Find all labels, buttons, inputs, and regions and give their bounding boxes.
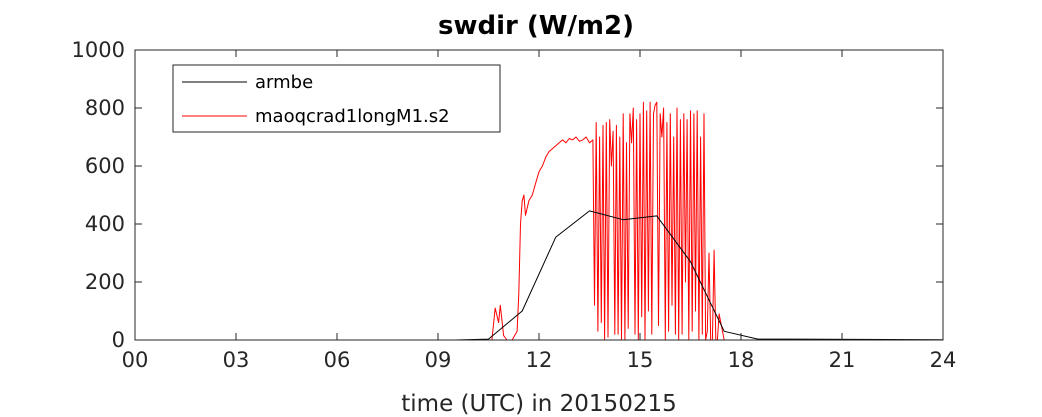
y-tick-label: 400 <box>85 212 125 236</box>
x-tick-label: 18 <box>728 348 755 372</box>
x-tick-label: 06 <box>324 348 351 372</box>
y-tick-label: 600 <box>85 154 125 178</box>
x-axis-ticks: 00 03 06 09 12 15 18 21 24 <box>122 50 957 372</box>
x-tick-label: 03 <box>223 348 250 372</box>
y-tick-label: 0 <box>112 328 125 352</box>
series-line-armbe <box>135 210 944 341</box>
y-tick-label: 800 <box>85 96 125 120</box>
x-tick-label: 00 <box>122 348 149 372</box>
y-tick-label: 200 <box>85 270 125 294</box>
legend: armbe maoqcrad1longM1.s2 <box>172 64 501 133</box>
y-tick-label: 1000 <box>72 38 125 62</box>
x-tick-label: 21 <box>829 348 856 372</box>
chart-title: swdir (W/m2) <box>438 11 634 41</box>
legend-box <box>172 64 501 133</box>
x-tick-label: 09 <box>425 348 452 372</box>
legend-entry-maoqcrad1longM1-s2: maoqcrad1longM1.s2 <box>255 106 450 127</box>
series-layer <box>135 101 944 341</box>
x-tick-label: 12 <box>526 348 553 372</box>
x-tick-label: 24 <box>930 348 957 372</box>
y-axis-ticks: 0 200 400 600 800 1000 <box>72 38 943 352</box>
series-line-maoqcrad1longM1-s2 <box>135 101 943 341</box>
legend-entry-armbe: armbe <box>255 72 313 93</box>
x-axis-label: time (UTC) in 20150215 <box>401 391 676 417</box>
x-tick-label: 15 <box>627 348 654 372</box>
